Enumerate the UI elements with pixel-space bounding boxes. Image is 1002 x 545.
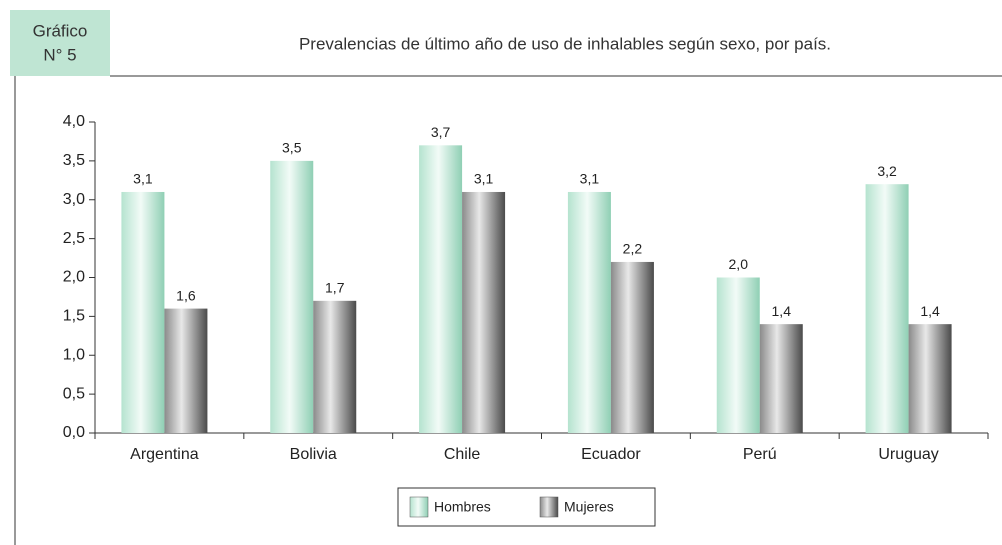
bar: [462, 191, 506, 433]
legend-swatch: [409, 496, 429, 518]
y-tick-label: 0,5: [63, 385, 85, 402]
bar: [270, 160, 314, 433]
bar: [865, 184, 909, 433]
bar: [610, 261, 654, 433]
value-label: 1,6: [176, 287, 196, 303]
y-tick-label: 3,5: [63, 152, 85, 169]
figure-label-box: [10, 10, 110, 76]
bar: [419, 145, 463, 433]
y-tick-label: 0,0: [63, 424, 85, 441]
x-tick-label: Argentina: [130, 446, 199, 463]
legend-label: Hombres: [434, 499, 491, 515]
chart-title: Prevalencias de último año de uso de inh…: [299, 34, 831, 53]
y-tick-label: 4,0: [63, 113, 85, 130]
value-label: 2,0: [729, 256, 749, 272]
x-tick-label: Bolivia: [290, 446, 337, 463]
y-tick-label: 3,0: [63, 191, 85, 208]
value-label: 3,1: [580, 171, 600, 187]
figure-label: Gráfico: [33, 21, 88, 40]
legend-box: [397, 487, 656, 527]
bar: [313, 300, 357, 433]
x-tick-label: Uruguay: [878, 446, 938, 463]
y-tick-label: 1,5: [63, 308, 85, 325]
value-label: 3,1: [474, 171, 494, 187]
y-tick-label: 2,5: [63, 230, 85, 247]
figure-label: N° 5: [43, 45, 76, 64]
y-tick-label: 1,0: [63, 346, 85, 363]
legend-label: Mujeres: [564, 499, 614, 515]
value-label: 3,1: [133, 171, 153, 187]
bar: [759, 324, 803, 433]
bar: [908, 324, 952, 433]
value-label: 3,7: [431, 124, 451, 140]
y-tick-label: 2,0: [63, 269, 85, 286]
value-label: 3,5: [282, 140, 302, 156]
legend-swatch: [539, 496, 559, 518]
value-label: 1,4: [920, 303, 940, 319]
value-label: 1,4: [772, 303, 792, 319]
bar: [164, 308, 208, 433]
bar: [121, 191, 165, 433]
value-label: 2,2: [623, 241, 643, 257]
bar: [716, 277, 760, 433]
x-tick-label: Perú: [743, 446, 777, 463]
value-label: 1,7: [325, 280, 345, 296]
x-tick-label: Ecuador: [581, 446, 641, 463]
x-tick-label: Chile: [444, 446, 481, 463]
value-label: 3,2: [877, 163, 897, 179]
bar: [567, 191, 611, 433]
